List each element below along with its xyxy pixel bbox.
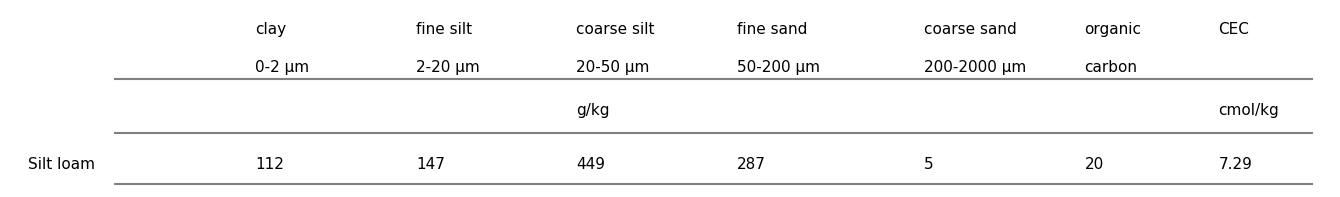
Text: 20: 20 [1084, 157, 1104, 172]
Text: fine sand: fine sand [737, 22, 807, 37]
Text: 2-20 μm: 2-20 μm [415, 60, 480, 75]
Text: 0-2 μm: 0-2 μm [256, 60, 310, 75]
Text: 5: 5 [925, 157, 934, 172]
Text: 200-2000 μm: 200-2000 μm [925, 60, 1026, 75]
Text: 20-50 μm: 20-50 μm [576, 60, 650, 75]
Text: organic: organic [1084, 22, 1142, 37]
Text: 147: 147 [415, 157, 445, 172]
Text: g/kg: g/kg [576, 103, 610, 118]
Text: coarse sand: coarse sand [925, 22, 1017, 37]
Text: 449: 449 [576, 157, 606, 172]
Text: clay: clay [256, 22, 287, 37]
Text: Silt loam: Silt loam [28, 157, 95, 172]
Text: 50-200 μm: 50-200 μm [737, 60, 820, 75]
Text: fine silt: fine silt [415, 22, 472, 37]
Text: coarse silt: coarse silt [576, 22, 655, 37]
Text: carbon: carbon [1084, 60, 1138, 75]
Text: cmol/kg: cmol/kg [1218, 103, 1278, 118]
Text: CEC: CEC [1218, 22, 1249, 37]
Text: 7.29: 7.29 [1218, 157, 1252, 172]
Text: 112: 112 [256, 157, 284, 172]
Text: 287: 287 [737, 157, 765, 172]
